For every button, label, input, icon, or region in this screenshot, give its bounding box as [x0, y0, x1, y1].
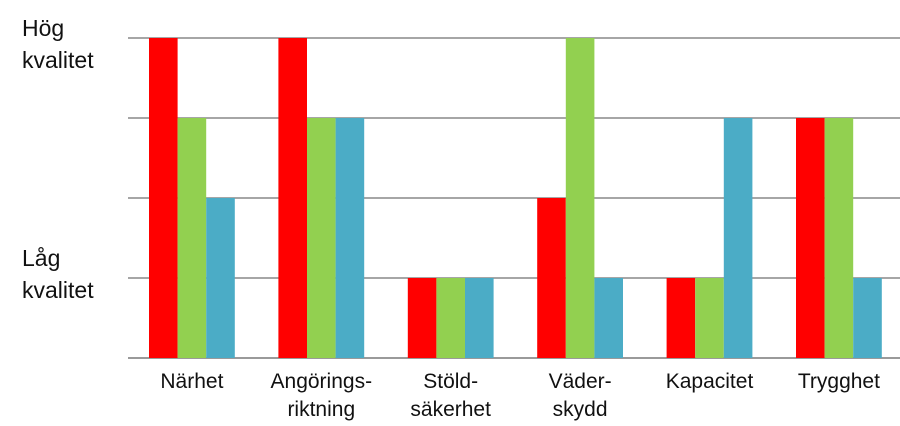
- bar: [853, 278, 882, 358]
- bar: [436, 278, 465, 358]
- bars: [149, 38, 882, 358]
- bar: [695, 278, 724, 358]
- y-annotation-label: Hög kvalitet: [22, 15, 94, 73]
- bar: [407, 278, 437, 358]
- bar: [666, 278, 696, 358]
- bar: [537, 198, 566, 358]
- bar: [149, 38, 178, 358]
- bar: [824, 118, 854, 358]
- x-tick-label: Stöld- säkerhet: [410, 370, 491, 421]
- bar: [565, 38, 595, 358]
- gridlines: [128, 37, 900, 359]
- x-tick-label: Trygghet: [797, 370, 880, 393]
- bar: [723, 118, 753, 358]
- x-tick-label: Väder- skydd: [548, 370, 612, 421]
- bar: [335, 118, 365, 358]
- x-tick-label: Närhet: [160, 370, 224, 393]
- x-tick-label: Angörings- riktning: [270, 370, 373, 421]
- bar: [307, 118, 336, 358]
- y-annotation-label: Låg kvalitet: [22, 245, 94, 303]
- bar: [594, 278, 623, 358]
- x-tick-label: Kapacitet: [665, 370, 754, 393]
- bar: [278, 38, 307, 358]
- bar: [206, 198, 235, 358]
- bar: [465, 278, 494, 358]
- bar: [177, 118, 207, 358]
- bar: [796, 118, 825, 358]
